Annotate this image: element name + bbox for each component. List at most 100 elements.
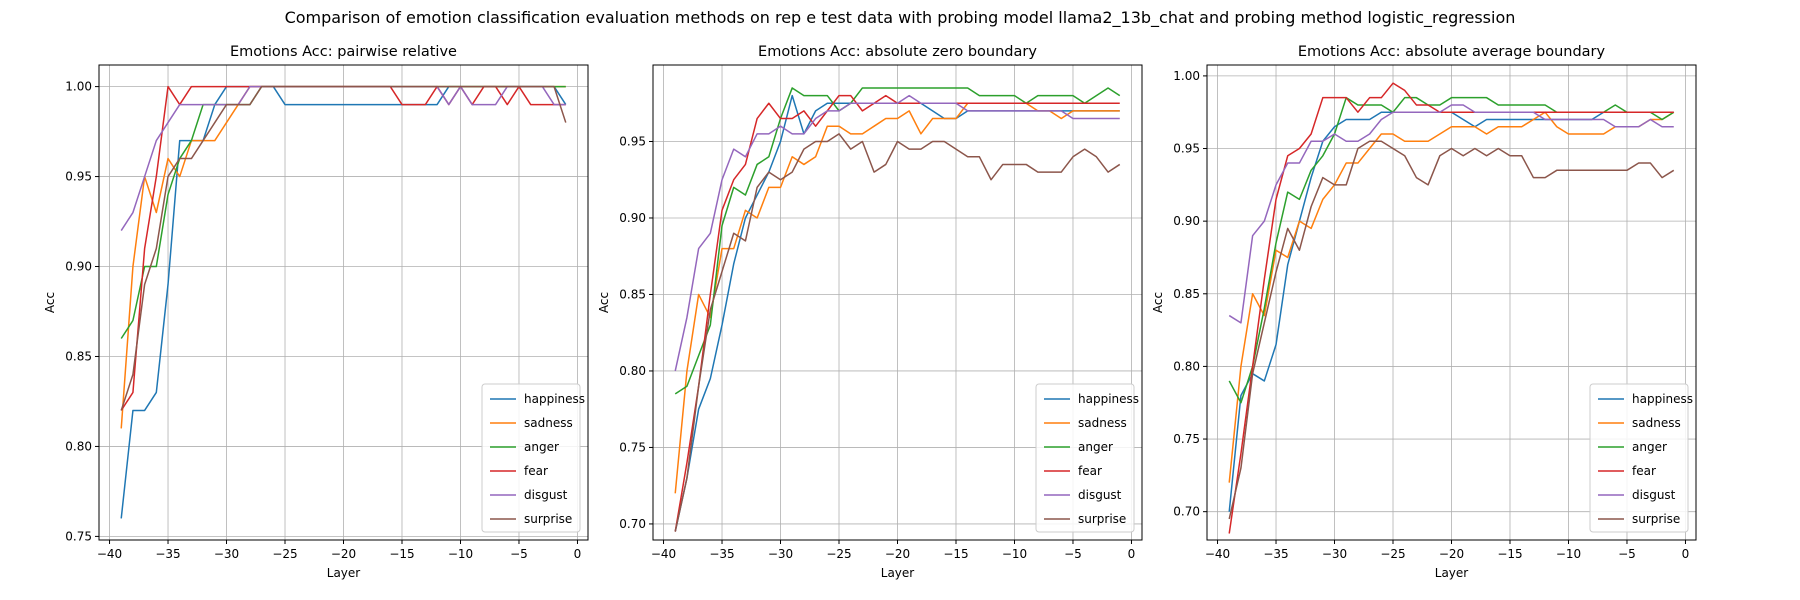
x-axis-label: Layer <box>1435 566 1469 580</box>
series-line-surprise <box>674 133 1121 532</box>
subplot-absolute-average-boundary: −40 −35 −30 −25 −20 −15 −10 −5 0 0.70 0.75 0.80 0.85… <box>1151 44 1697 580</box>
x-tick-label: −25 <box>826 547 851 561</box>
x-tick-label: −40 <box>97 547 122 561</box>
legend-box <box>1035 383 1135 533</box>
legend-label-fear: fear <box>1632 464 1656 478</box>
x-tick-label: −30 <box>214 547 239 561</box>
legend-label-happiness: happiness <box>1078 392 1139 406</box>
plot-frame <box>652 64 1143 541</box>
legend-label-happiness: happiness <box>524 392 585 406</box>
x-tick-label: −25 <box>272 547 297 561</box>
legend-label-sadness: sadness <box>1632 416 1681 430</box>
y-axis-label: Acc <box>1151 292 1165 313</box>
legend-label-anger: anger <box>1078 440 1113 454</box>
y-tick-label: 0.85 <box>1173 287 1200 301</box>
x-tick-label: −15 <box>1497 547 1522 561</box>
legend-label-sadness: sadness <box>1078 416 1127 430</box>
y-axis-label: Acc <box>43 292 57 313</box>
series-line-disgust <box>674 94 1120 372</box>
figure-suptitle: Comparison of emotion classification eva… <box>284 8 1516 27</box>
x-tick-label: −15 <box>389 547 414 561</box>
y-tick-label: 0.70 <box>1173 505 1200 519</box>
x-axis-label: Layer <box>881 566 915 580</box>
y-tick-label: 0.75 <box>1173 432 1200 446</box>
legend-box <box>1589 383 1689 533</box>
series-line-surprise <box>1228 140 1675 520</box>
y-tick-label: 0.90 <box>1173 214 1200 228</box>
x-tick-label: −30 <box>768 547 793 561</box>
legend-box <box>481 383 581 533</box>
plot-frame <box>1206 64 1697 541</box>
subplot-title: Emotions Acc: absolute average boundary <box>1298 44 1606 60</box>
legend-label-surprise: surprise <box>1632 512 1680 526</box>
series-line-fear <box>674 94 1120 532</box>
x-tick-label: −5 <box>510 547 528 561</box>
x-tick-label: −40 <box>651 547 676 561</box>
x-tick-label: −5 <box>1064 547 1082 561</box>
legend-label-surprise: surprise <box>1078 512 1126 526</box>
subplot-pairwise-relative: −40 −35 −30 −25 −20 −15 −10 −5 0 0.75 0.80 0.85 0.90… <box>43 44 589 580</box>
series-line-happiness <box>674 94 1120 532</box>
y-tick-label: 0.90 <box>619 211 646 225</box>
series-line-sadness <box>120 85 566 429</box>
x-tick-label: −30 <box>1322 547 1347 561</box>
series-line-happiness <box>1228 111 1674 512</box>
subplot-absolute-zero-boundary: −40 −35 −30 −25 −20 −15 −10 −5 0 0.70 0.75 0.80 0.85… <box>597 44 1143 580</box>
x-tick-label: −10 <box>448 547 473 561</box>
y-tick-label: 0.95 <box>619 134 646 148</box>
subplot-title: Emotions Acc: absolute zero boundary <box>758 44 1037 60</box>
series-line-anger <box>674 87 1121 395</box>
series-line-fear <box>120 85 566 411</box>
series-line-sadness <box>1228 111 1675 483</box>
legend-label-disgust: disgust <box>1078 488 1122 502</box>
x-tick-label: −35 <box>155 547 180 561</box>
legend-label-fear: fear <box>1078 464 1102 478</box>
series-line-disgust <box>120 85 566 231</box>
legend-label-disgust: disgust <box>1632 488 1676 502</box>
x-tick-label: −25 <box>1380 547 1405 561</box>
legend-label-happiness: happiness <box>1632 392 1693 406</box>
y-tick-label: 0.90 <box>65 260 92 274</box>
series-line-disgust <box>1228 104 1674 324</box>
series-line-fear <box>1228 82 1674 534</box>
x-tick-label: −35 <box>709 547 734 561</box>
legend: happiness sadness anger fear disgust surprise <box>1589 383 1693 533</box>
y-tick-label: 0.80 <box>619 364 646 378</box>
series-line-anger <box>120 85 566 339</box>
x-tick-label: −10 <box>1002 547 1027 561</box>
legend-label-anger: anger <box>1632 440 1667 454</box>
y-tick-label: 0.85 <box>65 349 92 363</box>
legend-label-anger: anger <box>524 440 559 454</box>
legend-label-surprise: surprise <box>524 512 572 526</box>
legend-label-sadness: sadness <box>524 416 573 430</box>
y-tick-label: 1.00 <box>1173 69 1200 83</box>
y-tick-label: 0.85 <box>619 287 646 301</box>
x-tick-label: 0 <box>574 547 582 561</box>
y-tick-label: 0.95 <box>1173 142 1200 156</box>
x-tick-label: −5 <box>1618 547 1636 561</box>
y-tick-label: 0.70 <box>619 517 646 531</box>
subplot-title: Emotions Acc: pairwise relative <box>230 44 457 60</box>
y-tick-label: 0.75 <box>619 440 646 454</box>
x-tick-label: −15 <box>943 547 968 561</box>
series-line-surprise <box>120 85 567 411</box>
plot-frame <box>98 64 589 541</box>
y-tick-label: 1.00 <box>65 80 92 94</box>
y-axis-label: Acc <box>597 292 611 313</box>
x-tick-label: −20 <box>885 547 910 561</box>
x-tick-label: 0 <box>1128 547 1136 561</box>
x-tick-label: −35 <box>1263 547 1288 561</box>
legend: happiness sadness anger fear disgust surprise <box>1035 383 1139 533</box>
legend-label-disgust: disgust <box>524 488 568 502</box>
x-tick-label: −40 <box>1205 547 1230 561</box>
y-tick-label: 0.75 <box>65 529 92 543</box>
y-tick-label: 0.80 <box>1173 359 1200 373</box>
legend-label-fear: fear <box>524 464 548 478</box>
y-tick-label: 0.95 <box>65 170 92 184</box>
y-tick-label: 0.80 <box>65 439 92 453</box>
series-line-sadness <box>674 102 1120 494</box>
x-tick-label: −10 <box>1556 547 1581 561</box>
